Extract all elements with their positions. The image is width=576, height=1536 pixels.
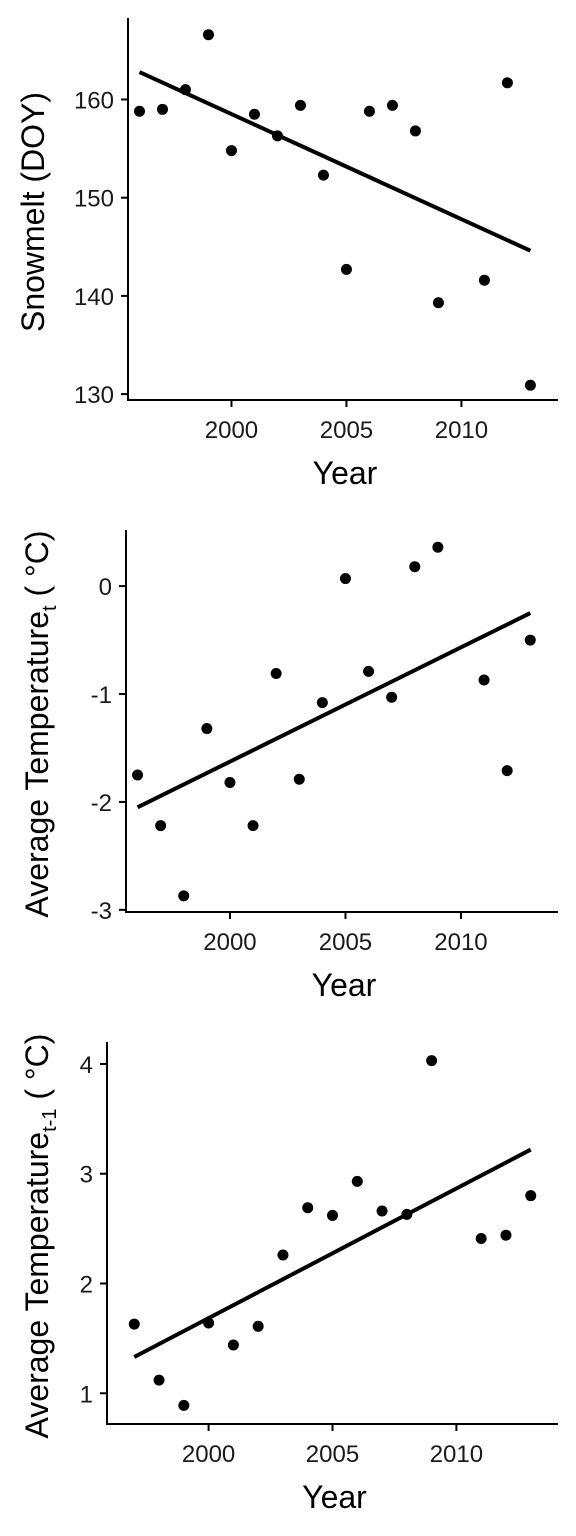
data-point: [376, 1205, 388, 1217]
data-point: [201, 723, 213, 735]
data-point: [133, 105, 145, 117]
data-point: [156, 103, 168, 115]
x-tick-label: 2000: [203, 929, 256, 956]
x-tick-label: 2010: [434, 929, 487, 956]
data-point: [270, 668, 282, 680]
data-point: [327, 1209, 338, 1221]
data-point: [432, 541, 444, 553]
data-point: [426, 1055, 438, 1067]
data-point: [302, 1202, 314, 1214]
data-point: [409, 561, 421, 573]
y-axis-title: Snowmelt (DOY): [15, 92, 51, 332]
data-point: [386, 99, 398, 111]
data-point: [132, 769, 144, 781]
x-tick-label: 2010: [430, 1441, 483, 1468]
data-point: [386, 691, 398, 703]
data-point: [178, 890, 190, 902]
data-point: [252, 1320, 264, 1332]
y-tick-label: -2: [91, 790, 112, 817]
data-point: [524, 634, 536, 646]
data-point: [340, 263, 352, 275]
data-point: [294, 99, 306, 111]
y-tick-label: -1: [91, 682, 112, 709]
data-point: [128, 1318, 140, 1330]
x-tick-label: 2005: [306, 1441, 359, 1468]
axis-lines: [125, 530, 558, 913]
x-tick-label: 2005: [319, 929, 372, 956]
trend-line: [133, 1147, 532, 1359]
y-tick-label: 4: [80, 1052, 93, 1079]
data-point: [363, 105, 375, 117]
data-point: [317, 169, 329, 181]
data-point: [401, 1208, 413, 1220]
data-point: [277, 1249, 289, 1261]
y-tick-label: 2: [80, 1271, 93, 1298]
data-point: [227, 1339, 239, 1351]
data-point: [271, 130, 283, 142]
x-tick-label: 2005: [320, 417, 373, 444]
x-tick-label: 2000: [205, 417, 258, 444]
panel-3: 2000 2005 2010 1 2 3 4 Year Average Temperaturet…: [19, 1034, 558, 1515]
data-point: [203, 1317, 215, 1329]
data-point: [478, 274, 490, 286]
y-axis-title: Average Temperaturet-1 ( °C): [19, 1034, 61, 1439]
data-point: [247, 820, 259, 832]
data-point: [351, 1175, 363, 1187]
y-tick-label: 150: [74, 186, 114, 213]
x-tick-label: 2000: [182, 1441, 235, 1468]
y-tick-label: -3: [91, 898, 112, 925]
data-point: [501, 77, 513, 89]
trend-line: [136, 611, 532, 810]
data-point: [248, 108, 260, 120]
data-point: [524, 379, 536, 391]
data-point: [202, 29, 214, 41]
data-point: [225, 145, 237, 157]
y-tick-label: 1: [80, 1381, 93, 1408]
trend-line: [138, 70, 532, 253]
data-point: [432, 297, 444, 309]
y-tick-label: 160: [74, 88, 114, 115]
x-axis-title: Year: [302, 1479, 367, 1515]
axis-lines: [106, 1042, 558, 1425]
y-tick-label: 0: [99, 574, 112, 601]
axis-lines: [127, 18, 558, 401]
data-point: [501, 765, 513, 777]
data-point: [409, 125, 421, 137]
y-tick-label: 130: [74, 382, 114, 409]
y-tick-label: 3: [80, 1162, 93, 1189]
data-point: [224, 777, 236, 789]
y-axis-title: Average Temperaturet ( °C): [19, 530, 61, 917]
x-tick-label: 2010: [435, 417, 488, 444]
data-point: [293, 773, 305, 785]
data-point: [179, 84, 191, 96]
data-point: [363, 665, 375, 677]
panel-2: 2000 2005 2010 -3 -2 -1 0 Year Average Temperatu…: [19, 530, 558, 1003]
data-point: [525, 1190, 537, 1202]
panel-1: 2000 2005 2010 130 140 150 160 Year Snowmelt (DO…: [15, 18, 558, 491]
data-point: [500, 1229, 512, 1241]
data-point: [155, 820, 167, 832]
data-point: [478, 674, 490, 686]
data-point: [339, 573, 351, 585]
x-axis-title: Year: [312, 967, 377, 1003]
y-tick-label: 140: [74, 284, 114, 311]
x-axis-title: Year: [313, 455, 378, 491]
data-point: [475, 1232, 487, 1244]
data-point: [153, 1374, 165, 1386]
data-point: [316, 697, 328, 709]
data-point: [178, 1399, 190, 1411]
